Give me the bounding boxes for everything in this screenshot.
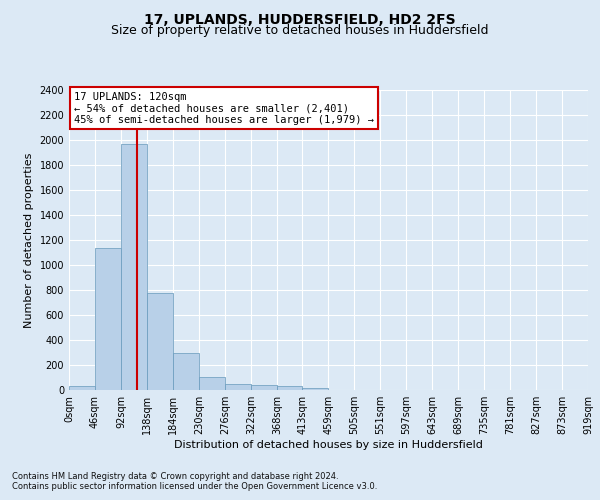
Bar — [251, 385, 277, 390]
Bar — [147, 293, 173, 390]
Text: Contains public sector information licensed under the Open Government Licence v3: Contains public sector information licen… — [12, 482, 377, 491]
X-axis label: Distribution of detached houses by size in Huddersfield: Distribution of detached houses by size … — [174, 440, 483, 450]
Bar — [95, 248, 121, 390]
Text: Contains HM Land Registry data © Crown copyright and database right 2024.: Contains HM Land Registry data © Crown c… — [12, 472, 338, 481]
Bar — [69, 386, 95, 390]
Bar — [302, 388, 328, 390]
Text: 17, UPLANDS, HUDDERSFIELD, HD2 2FS: 17, UPLANDS, HUDDERSFIELD, HD2 2FS — [144, 12, 456, 26]
Y-axis label: Number of detached properties: Number of detached properties — [24, 152, 34, 328]
Text: Size of property relative to detached houses in Huddersfield: Size of property relative to detached ho… — [111, 24, 489, 37]
Bar — [121, 144, 147, 390]
Bar — [225, 384, 251, 390]
Bar — [173, 352, 199, 390]
Bar — [277, 386, 302, 390]
Bar — [199, 377, 225, 390]
Text: 17 UPLANDS: 120sqm
← 54% of detached houses are smaller (2,401)
45% of semi-deta: 17 UPLANDS: 120sqm ← 54% of detached hou… — [74, 92, 374, 124]
